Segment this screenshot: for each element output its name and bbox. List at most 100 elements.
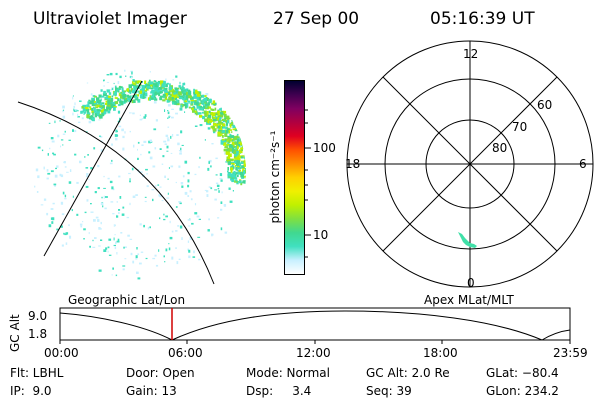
emission-pixel: [68, 181, 72, 184]
emission-pixel: [134, 98, 139, 100]
emission-pixel: [165, 83, 168, 88]
emission-pixel: [170, 165, 174, 168]
emission-pixel: [137, 80, 142, 83]
emission-pixel: [225, 161, 228, 163]
emission-pixel: [240, 161, 244, 164]
emission-pixel: [212, 128, 217, 132]
emission-pixel: [124, 131, 126, 134]
emission-pixel: [90, 203, 92, 205]
emission-pixel: [163, 255, 165, 258]
emission-pixel: [94, 237, 97, 239]
emission-pixel: [158, 87, 162, 90]
emission-pixel: [224, 117, 226, 120]
emission-pixel: [235, 152, 239, 156]
emission-pixel: [141, 118, 143, 120]
emission-pixel: [112, 188, 115, 191]
emission-pixel: [211, 233, 214, 236]
emission-pixel: [190, 99, 195, 102]
emission-pixel: [171, 256, 174, 260]
emission-pixel: [149, 71, 151, 73]
emission-pixel: [37, 175, 40, 179]
emission-pixel: [91, 110, 95, 114]
emission-pixel: [178, 258, 181, 260]
geographic-label: Geographic Lat/Lon: [68, 293, 186, 307]
emission-pixel: [187, 179, 190, 183]
emission-pixel: [62, 144, 64, 146]
emission-pixel: [194, 101, 196, 104]
emission-pixel: [88, 120, 92, 124]
emission-pixel: [186, 96, 188, 101]
emission-pixel: [74, 153, 77, 156]
emission-pixel: [182, 90, 186, 92]
emission-pixel: [107, 100, 110, 104]
emission-pixel: [51, 221, 54, 224]
emission-pixel: [230, 158, 233, 162]
emission-pixel: [155, 264, 159, 267]
emission-pixel: [149, 139, 152, 143]
emission-pixel: [230, 135, 235, 139]
emission-pixel: [228, 153, 232, 157]
emission-pixel: [101, 112, 105, 117]
emission-pixel: [85, 185, 89, 188]
emission-pixel: [132, 195, 136, 198]
timeline-xtick-1200: 12:00: [296, 346, 331, 360]
emission-pixel: [136, 85, 139, 87]
emission-pixel: [110, 97, 114, 101]
emission-pixel: [161, 200, 164, 202]
emission-pixel: [234, 177, 238, 180]
emission-pixel: [92, 106, 95, 109]
emission-pixel: [217, 125, 221, 129]
emission-pixel: [157, 184, 160, 186]
emission-pixel: [216, 126, 219, 129]
emission-pixel: [238, 145, 241, 148]
emission-pixel: [64, 130, 66, 133]
emission-pixel: [222, 140, 227, 144]
emission-pixel: [193, 91, 196, 95]
emission-pixel: [113, 106, 117, 108]
emission-pixel: [97, 187, 100, 190]
emission-pixel: [170, 135, 172, 139]
emission-pixel: [105, 103, 108, 105]
emission-pixel: [208, 159, 212, 163]
emission-pixel: [159, 91, 163, 94]
emission-pixel: [213, 117, 216, 119]
emission-pixel: [223, 113, 227, 118]
emission-pixel: [146, 88, 149, 91]
emission-pixel: [97, 164, 100, 168]
timeline-xtick-2359: 23:59: [553, 346, 588, 360]
emission-pixel: [227, 161, 231, 165]
emission-pixel: [97, 109, 101, 112]
emission-pixel: [231, 141, 235, 146]
emission-pixel: [174, 101, 178, 105]
emission-pixel: [40, 204, 44, 206]
emission-pixel: [204, 95, 207, 97]
emission-pixel: [217, 131, 221, 135]
emission-pixel: [166, 137, 170, 139]
emission-pixel: [88, 232, 90, 235]
emission-pixel: [204, 189, 207, 191]
emission-pixel: [91, 99, 95, 103]
emission-pixel: [179, 81, 181, 85]
emission-pixel: [145, 168, 148, 171]
emission-pixel: [165, 215, 168, 218]
emission-pixel: [212, 119, 217, 122]
emission-pixel: [164, 92, 168, 97]
emission-pixel: [217, 217, 220, 219]
emission-pixel: [188, 255, 191, 259]
emission-pixel: [62, 191, 65, 195]
emission-pixel: [152, 93, 155, 97]
emission-pixel: [235, 135, 239, 138]
emission-pixel: [196, 215, 200, 218]
emission-pixel: [116, 201, 118, 203]
emission-pixel: [163, 140, 167, 143]
emission-pixel: [175, 247, 177, 249]
emission-pixel: [121, 213, 125, 216]
mlt-label-18: 18: [345, 157, 361, 171]
emission-pixel: [235, 146, 238, 151]
emission-pixel: [167, 117, 169, 119]
emission-pixel: [109, 180, 113, 184]
emission-pixel: [156, 91, 160, 95]
emission-pixel: [108, 92, 112, 95]
emission-pixel: [175, 230, 178, 232]
emission-pixel: [184, 191, 188, 195]
